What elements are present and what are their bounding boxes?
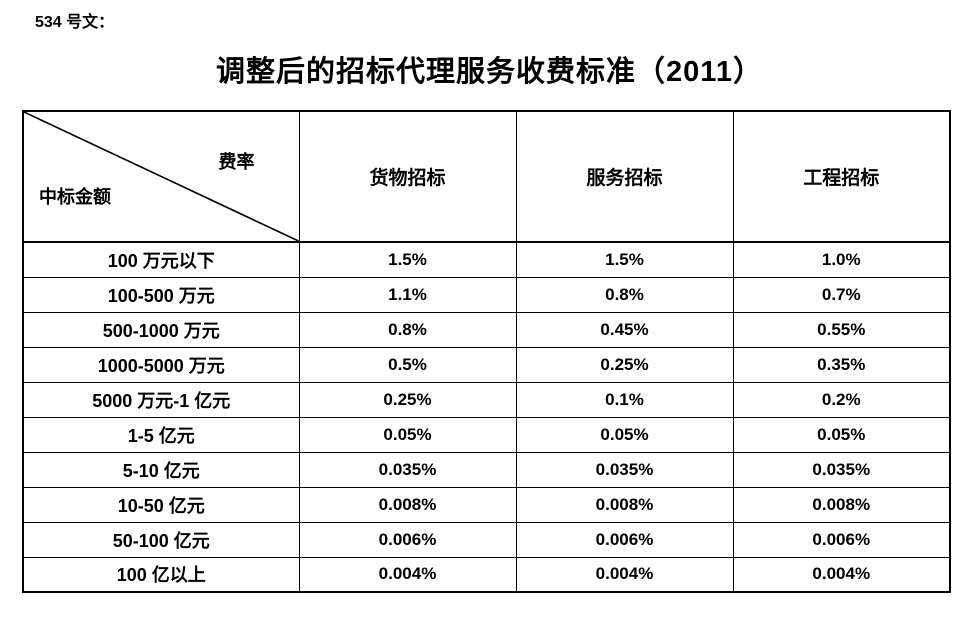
fee-rate-cell: 0.55% (732, 311, 951, 348)
corner-bid-amount-label: 中标金额 (39, 187, 111, 207)
fee-rate-cell: 0.008% (732, 486, 951, 523)
fee-rate-cell: 0.004% (298, 556, 517, 593)
table-row: 10-50 亿元 0.008% 0.008% 0.008% (22, 486, 951, 523)
fee-rate-cell: 0.5% (298, 346, 517, 383)
page-title: 调整后的招标代理服务收费标准（2011） (216, 56, 763, 88)
table-row: 500-1000 万元 0.8% 0.45% 0.55% (22, 311, 951, 348)
fee-rate-cell: 1.5% (515, 241, 734, 278)
corner-cell: 费率 中标金额 (22, 110, 300, 243)
table-row: 100-500 万元 1.1% 0.8% 0.7% (22, 276, 951, 313)
table-row: 5-10 亿元 0.035% 0.035% 0.035% (22, 451, 951, 488)
fee-rate-cell: 1.1% (298, 276, 517, 313)
fee-rate-cell: 0.006% (298, 521, 517, 558)
diagonal-divider-line (24, 112, 299, 241)
table-row: 1-5 亿元 0.05% 0.05% 0.05% (22, 416, 951, 453)
fee-rate-cell: 0.035% (515, 451, 734, 488)
row-label-amount-tier: 50-100 亿元 (22, 521, 300, 558)
fee-rate-cell: 0.05% (298, 416, 517, 453)
header-row: 费率 中标金额 货物招标 服务招标 工程招标 (22, 110, 951, 243)
fee-rate-cell: 0.2% (732, 381, 951, 418)
fee-rate-cell: 0.7% (732, 276, 951, 313)
fee-rate-cell: 0.45% (515, 311, 734, 348)
table-row: 50-100 亿元 0.006% 0.006% 0.006% (22, 521, 951, 558)
row-label-amount-tier: 5000 万元-1 亿元 (22, 381, 300, 418)
table-row: 100 万元以下 1.5% 1.5% 1.0% (22, 241, 951, 278)
row-label-amount-tier: 1000-5000 万元 (22, 346, 300, 383)
corner-fee-rate-label: 费率 (218, 152, 255, 172)
row-label-amount-tier: 500-1000 万元 (22, 311, 300, 348)
column-header-goods-bidding: 货物招标 (298, 110, 517, 243)
table-row: 5000 万元-1 亿元 0.25% 0.1% 0.2% (22, 381, 951, 418)
fee-rate-cell: 0.1% (515, 381, 734, 418)
fee-rate-cell: 0.8% (298, 311, 517, 348)
doc-number-label: 534 号文： (35, 14, 115, 31)
fee-rate-cell: 0.8% (515, 276, 734, 313)
fee-rate-cell: 0.05% (732, 416, 951, 453)
fee-rate-cell: 0.035% (732, 451, 951, 488)
fee-rate-cell: 0.006% (732, 521, 951, 558)
row-label-amount-tier: 100 亿以上 (22, 556, 300, 593)
fee-rate-cell: 1.0% (732, 241, 951, 278)
fee-table: 费率 中标金额 货物招标 服务招标 工程招标 100 万元以下 1.5% 1.5% 1… (22, 110, 951, 593)
fee-rate-cell: 0.008% (298, 486, 517, 523)
fee-rate-cell: 0.035% (298, 451, 517, 488)
table-row: 1000-5000 万元 0.5% 0.25% 0.35% (22, 346, 951, 383)
fee-rate-cell: 0.004% (732, 556, 951, 593)
row-label-amount-tier: 100 万元以下 (22, 241, 300, 278)
fee-rate-cell: 0.25% (515, 346, 734, 383)
fee-rate-cell: 0.05% (515, 416, 734, 453)
row-label-amount-tier: 100-500 万元 (22, 276, 300, 313)
fee-rate-cell: 0.006% (515, 521, 734, 558)
column-header-engineering-bidding: 工程招标 (732, 110, 951, 243)
column-header-service-bidding: 服务招标 (515, 110, 734, 243)
table-row: 100 亿以上 0.004% 0.004% 0.004% (22, 556, 951, 593)
row-label-amount-tier: 1-5 亿元 (22, 416, 300, 453)
fee-rate-cell: 0.25% (298, 381, 517, 418)
fee-rate-cell: 0.35% (732, 346, 951, 383)
row-label-amount-tier: 5-10 亿元 (22, 451, 300, 488)
row-label-amount-tier: 10-50 亿元 (22, 486, 300, 523)
fee-rate-cell: 1.5% (298, 241, 517, 278)
fee-rate-cell: 0.008% (515, 486, 734, 523)
fee-rate-cell: 0.004% (515, 556, 734, 593)
